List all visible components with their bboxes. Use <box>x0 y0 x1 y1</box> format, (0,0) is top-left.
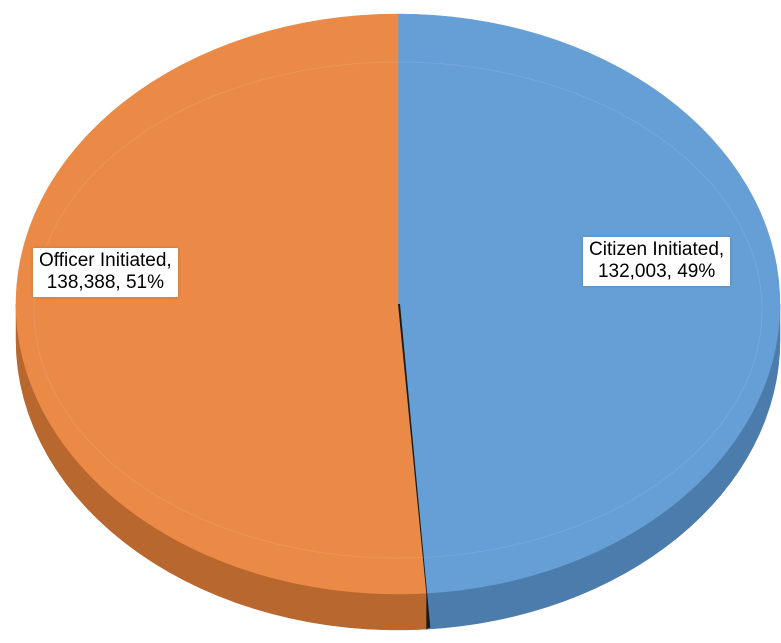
citizen-initiated-slice <box>397 13 781 594</box>
slice-cut-edge <box>398 304 431 630</box>
pie-tops <box>15 13 781 630</box>
citizen-initiated-label-line-1: Citizen Initiated, <box>589 239 725 260</box>
officer-initiated-label-line-1: Officer Initiated, <box>39 250 172 271</box>
officer-initiated-slice <box>15 13 427 595</box>
citizen-initiated-label-line-2: 132,003, 49% <box>597 261 716 282</box>
pie-bevel <box>33 61 763 559</box>
officer-initiated-label-line-2: 138,388, 51% <box>46 272 164 293</box>
citizen-initiated-data-label: Citizen Initiated, 132,003, 49% <box>583 237 731 286</box>
officer-initiated-data-label: Officer Initiated, 138,388, 51% <box>33 248 178 297</box>
